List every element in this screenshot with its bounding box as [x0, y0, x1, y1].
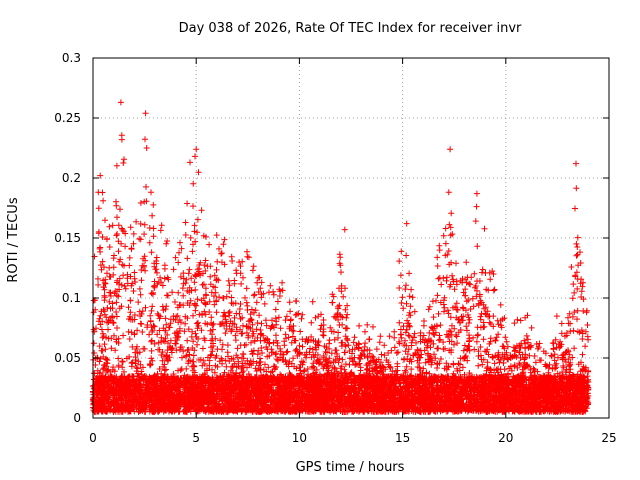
- x-tick-label: 10: [292, 431, 307, 445]
- plot-frame: [92, 57, 610, 419]
- y-tick-label: 0.3: [62, 51, 81, 65]
- scatter-points: [90, 99, 592, 415]
- data-points: [90, 99, 592, 415]
- x-tick-label: 25: [601, 431, 616, 445]
- y-tick-label: 0.2: [62, 171, 81, 185]
- y-tick-label: 0.05: [54, 351, 81, 365]
- x-tick-label: 15: [395, 431, 410, 445]
- axis-ticks: 0 5 10 15 20 25 0 0.05 0.1 0.15 0.2 0.25 0.3: [54, 51, 616, 445]
- chart-title: Day 038 of 2026, Rate Of TEC Index for r…: [179, 21, 522, 36]
- y-tick-label: 0: [73, 411, 81, 425]
- x-axis-label: GPS time / hours: [296, 460, 405, 475]
- x-tick-label: 5: [192, 431, 200, 445]
- y-tick-label: 0.15: [54, 231, 81, 245]
- y-tick-label: 0.1: [62, 291, 81, 305]
- y-tick-label: 0.25: [54, 111, 81, 125]
- x-tick-label: 0: [89, 431, 97, 445]
- y-axis-label: ROTI / TECUs: [6, 197, 21, 282]
- x-tick-label: 20: [498, 431, 513, 445]
- grid-lines: [93, 58, 609, 418]
